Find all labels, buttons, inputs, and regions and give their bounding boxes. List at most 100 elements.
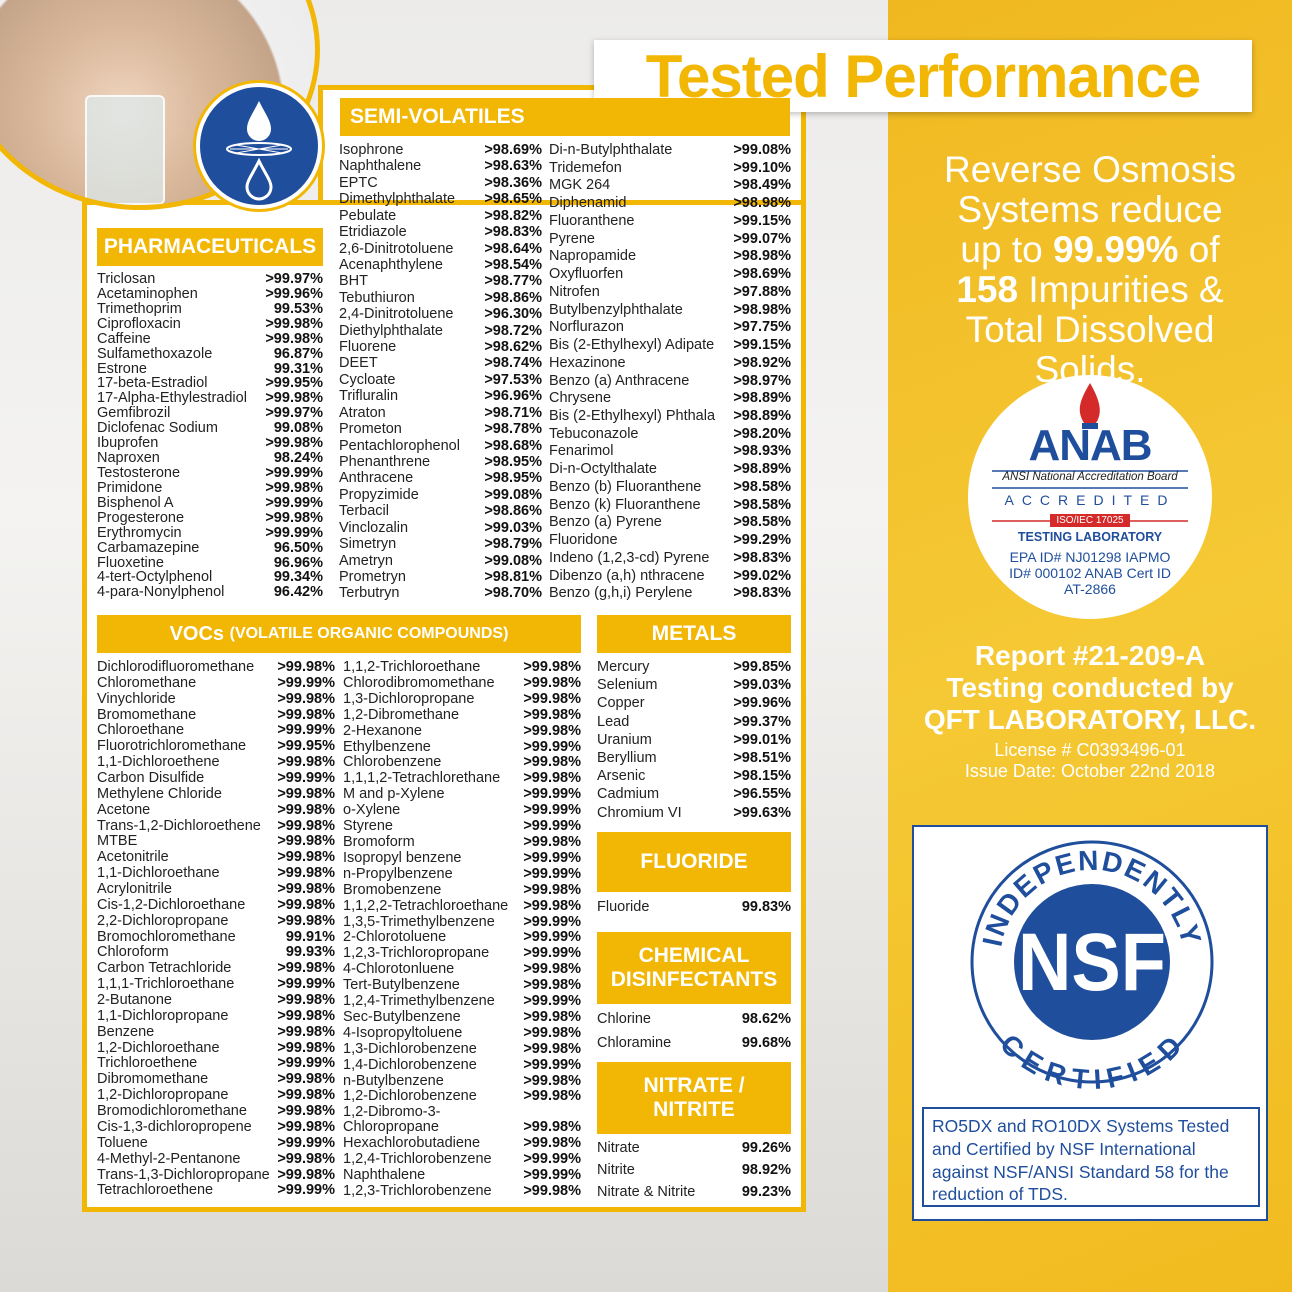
list-item: 17-beta-Estradiol >99.95% (97, 376, 323, 391)
list-item: Tebuconazole >98.20% (549, 427, 791, 442)
reduction-value: >99.99% (523, 802, 581, 819)
list-item: Etridiazole >98.83% (339, 225, 542, 240)
list-item: 1,2-Dibromo-3- Chloropropane >99.98% (343, 1105, 581, 1134)
list-item: 2,6-Dinitrotoluene >98.64% (339, 242, 542, 257)
reduction-value: >99.98% (277, 1150, 335, 1167)
compound-name: MGK 264 (549, 177, 611, 194)
reduction-claim: Reverse Osmosis Systems reduce up to 99.… (900, 150, 1280, 390)
reduction-value: >98.97% (733, 372, 791, 389)
list-item: Chromium VI >99.63% (597, 805, 791, 821)
list-item: Naphthalene >99.99% (343, 1168, 581, 1183)
list-item: Sulfamethoxazole 96.87% (97, 347, 323, 362)
list-item: 17-Alpha-Ethylestradiol >99.98% (97, 391, 323, 406)
reduction-value: 96.42% (273, 584, 323, 601)
list-item: Vinychloride >99.98% (97, 692, 335, 707)
list-item: Bromobenzene >99.98% (343, 883, 581, 898)
list-item: Ibuprofen >99.98% (97, 436, 323, 451)
reduction-value: >99.98% (277, 881, 335, 898)
reduction-value: >99.99% (277, 770, 335, 787)
compound-name: Dichlorodifluoromethane (97, 659, 255, 675)
reduction-value: >96.96% (484, 388, 542, 405)
reduction-value: >99.98% (277, 659, 335, 675)
compound-name: 1,2-Dichloropropane (97, 1087, 229, 1104)
reduction-value: >99.08% (484, 552, 542, 569)
anab-iso: ISO/IEC 17025 (1050, 514, 1130, 527)
compound-name: Nitrofen (549, 283, 600, 300)
list-item: Benzo (k) Fluoranthene >98.58% (549, 498, 791, 513)
reduction-value: >98.83% (484, 224, 542, 241)
compound-name: Terbutryn (339, 585, 400, 602)
list-item: Norflurazon >97.75% (549, 320, 791, 335)
reduction-value: >99.08% (733, 142, 791, 158)
compound-name: 1,2,3-Trichlorobenzene (343, 1182, 492, 1199)
glass-shape (85, 95, 165, 205)
compound-name: Cycloate (339, 371, 396, 388)
compound-name: 2-Chlorotoluene (343, 929, 447, 946)
list-item: Erythromycin >99.99% (97, 526, 323, 541)
reduction-value: >99.99% (277, 976, 335, 993)
list-item: Fenarimol >98.93% (549, 444, 791, 459)
reduction-value: >98.81% (484, 568, 542, 585)
report-info: Report #21-209-A Testing conducted by QF… (900, 640, 1280, 782)
reduction-value: >98.62% (484, 339, 542, 356)
list-item: 1,3-Dichloropropane >99.98% (343, 692, 581, 707)
anab-logo: ANAB (1028, 421, 1152, 470)
reduction-value: >98.36% (484, 174, 542, 191)
compound-name: Hexazinone (549, 354, 626, 371)
reduction-value: >99.03% (484, 519, 542, 536)
reduction-value: >98.93% (733, 443, 791, 460)
list-item: Naproxen 98.24% (97, 451, 323, 466)
reduction-value: >99.99% (277, 722, 335, 739)
list-item: Trichloroethene >99.99% (97, 1056, 335, 1071)
list-item: Bromomethane >99.98% (97, 708, 335, 723)
compound-name: Toluene (97, 1134, 148, 1151)
compound-name: 1,1,2-Trichloroethane (343, 659, 481, 675)
list-item: Nitrate & Nitrite 99.23% (597, 1183, 791, 1200)
reduction-value: >99.98% (277, 849, 335, 866)
reduction-value: >99.99% (523, 849, 581, 866)
anab-ids: EPA ID# NJ01298 IAPMO ID# 000102 ANAB Ce… (1009, 549, 1171, 597)
reduction-value: >98.79% (484, 536, 542, 553)
compound-name: Isopropyl benzene (343, 849, 462, 866)
compound-name: Benzo (a) Pyrene (549, 514, 662, 531)
reduction-value: >99.98% (277, 754, 335, 771)
reduction-value: 99.91% (285, 928, 335, 945)
list-item: Chlorine 98.62% (597, 1012, 791, 1027)
testing-conducted: Testing conducted by (946, 672, 1234, 703)
results-card (82, 200, 806, 1212)
compound-name: Chloromethane (97, 674, 197, 691)
compound-name: Triclosan (97, 271, 156, 287)
compound-name: M and p-Xylene (343, 786, 445, 803)
compound-name: Fluoranthene (549, 212, 635, 229)
compound-name: n-Butylbenzene (343, 1072, 444, 1089)
compound-name: Primidone (97, 479, 163, 496)
report-number: Report #21-209-A (974, 640, 1206, 671)
list-item: Benzene >99.98% (97, 1025, 335, 1040)
list-item: MGK 264 >98.49% (549, 178, 791, 193)
compound-name: 4-Isopropyltoluene (343, 1024, 463, 1041)
compound-name: 1,1,1-Trichloroethane (97, 976, 235, 993)
reduction-value: >98.49% (733, 177, 791, 194)
compound-name: Fluoride (597, 899, 650, 915)
reduction-value: >99.99% (277, 1182, 335, 1199)
semi-volatiles-list-2: Di-n-Butylphthalate >99.08% Tridemefon >99.… (549, 143, 791, 601)
reduction-value: >99.98% (523, 706, 581, 723)
vocs-title: VOCs (169, 622, 225, 645)
reduction-value: >99.99% (523, 738, 581, 755)
list-item: 1,1-Dichloroethane >99.98% (97, 866, 335, 881)
compound-name: Phenanthrene (339, 454, 431, 471)
compound-name: 1,2,4-Trimethylbenzene (343, 993, 495, 1010)
reduction-value: >98.95% (484, 454, 542, 471)
list-item: M and p-Xylene >99.99% (343, 787, 581, 802)
reduction-value: >99.98% (277, 912, 335, 929)
compound-name: Bis (2-Ethylhexyl) Adipate (549, 337, 715, 354)
compound-name: Nitrate & Nitrite (597, 1183, 696, 1200)
compound-name: 1,4-Dichlorobenzene (343, 1056, 477, 1073)
compound-name: 1,1-Dichloroethene (97, 754, 220, 771)
reduction-value: >99.98% (523, 1008, 581, 1025)
compound-name: Cadmium (597, 786, 660, 803)
reduction-value: 99.23% (741, 1183, 791, 1200)
compound-name: Norflurazon (549, 319, 624, 336)
filter-badge (196, 83, 322, 209)
reduction-value: >99.98% (523, 881, 581, 898)
